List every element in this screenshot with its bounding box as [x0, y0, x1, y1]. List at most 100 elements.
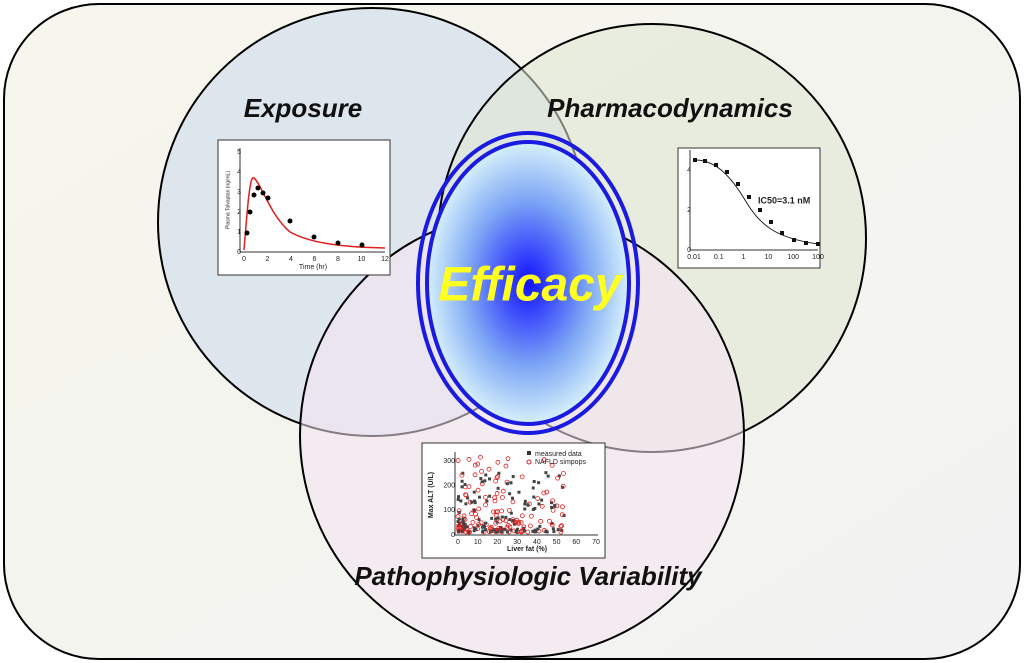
scatter-point: [552, 530, 556, 534]
scatter-point: [494, 491, 500, 496]
scatter-point: [460, 479, 464, 483]
scatter-point: [517, 490, 521, 494]
scatter-point: [461, 529, 465, 533]
y-tick-label: 4: [687, 167, 691, 174]
scatter-point: [462, 521, 466, 525]
scatter-point: [461, 517, 465, 521]
scatter-point: [496, 486, 500, 490]
y-tick-label: 3: [237, 189, 241, 196]
x-tick-label: 20: [494, 539, 502, 546]
pk-point: [311, 234, 317, 240]
y-tick-label: 2: [687, 207, 691, 214]
scatter-point: [479, 477, 483, 481]
scatter-point: [488, 530, 492, 534]
scatter-point: [525, 529, 531, 535]
exposure-label: Exposure: [244, 93, 363, 123]
scatter-point: [496, 530, 500, 534]
scatter-point: [558, 529, 564, 535]
scatter-point: [504, 525, 510, 530]
scatter-point: [532, 480, 536, 484]
pd-point: [804, 241, 808, 245]
efficacy-label: Efficacy: [438, 259, 624, 312]
y-tick-label: 0: [237, 249, 241, 256]
scatter-point: [513, 520, 519, 526]
scatter-point: [538, 524, 542, 528]
scatter-point: [473, 499, 477, 503]
scatter-point: [509, 528, 513, 532]
scatter-point: [463, 529, 469, 535]
scatter-point: [475, 487, 481, 493]
scatter-point: [550, 498, 556, 504]
pk-point: [260, 190, 266, 196]
scatter-point: [504, 515, 508, 519]
scatter-point: [515, 527, 519, 531]
scatter-point: [492, 498, 498, 504]
legend-entry: NAFLD simpops: [535, 459, 586, 466]
y-axis-title: Plasma Tolvaptan (ng/mL): [225, 171, 231, 229]
scatter-point: [457, 517, 461, 521]
scatter-point: [536, 527, 540, 531]
scatter-point: [476, 506, 482, 512]
scatter-point: [521, 524, 527, 530]
scatter-point: [540, 498, 544, 502]
scatter-point: [466, 484, 472, 490]
scatter-point: [514, 529, 518, 533]
legend-marker: [526, 459, 532, 465]
x-tick-label: 8: [336, 256, 340, 263]
scatter-point: [456, 520, 460, 524]
scatter-point: [456, 498, 460, 502]
x-axis-title: Liver fat (%): [507, 546, 547, 553]
efficacy-ellipse: [425, 140, 631, 426]
scatter-point: [559, 512, 565, 518]
x-tick-label: 60: [572, 539, 580, 546]
scatter-point: [459, 499, 463, 503]
x-tick-label: 6: [313, 256, 317, 263]
x-tick-label: 10: [358, 256, 366, 263]
scatter-point: [483, 521, 487, 525]
x-tick-label: 10: [765, 254, 773, 261]
scatter-point: [472, 462, 478, 468]
scatter-point: [477, 495, 481, 499]
scatter-point: [484, 473, 488, 477]
x-tick-label: 70: [592, 539, 600, 546]
pk-curve: [243, 177, 386, 251]
scatter-point: [471, 508, 477, 513]
annotation: IC50=3.1 nM: [758, 195, 810, 205]
scatter-point: [547, 518, 552, 524]
x-tick-label: 10: [474, 539, 482, 546]
x-tick-label: 0: [242, 256, 246, 263]
scatter-point: [463, 527, 467, 531]
scatter-point: [544, 530, 548, 534]
scatter-point: [541, 490, 547, 496]
scatter-point: [538, 518, 544, 524]
scatter-point: [519, 513, 525, 519]
scatter-point: [532, 495, 536, 499]
scatter-point: [478, 520, 484, 526]
scatter-point: [519, 474, 525, 480]
scatter-point: [560, 485, 564, 489]
y-tick-label: 300: [443, 458, 455, 465]
variability-label: Pathophysiologic Variability: [354, 561, 703, 591]
scatter-point: [486, 529, 492, 535]
scatter-point: [472, 529, 476, 533]
scatter-point: [474, 527, 478, 531]
scatter-point: [555, 475, 561, 481]
scatter-point: [549, 462, 555, 468]
scatter-point: [503, 527, 507, 531]
pk-point: [247, 209, 253, 215]
scatter-point: [467, 530, 471, 534]
scatter-point: [477, 518, 481, 522]
scatter-point: [544, 489, 550, 495]
scatter-point: [492, 495, 497, 501]
scatter-point: [456, 530, 460, 534]
variability-plot: [421, 442, 606, 559]
scatter-point: [558, 524, 564, 529]
scatter-point: [533, 507, 537, 511]
scatter-point: [550, 505, 554, 509]
scatter-point: [518, 529, 524, 535]
scatter-point: [509, 511, 513, 515]
scatter-point: [496, 516, 500, 520]
scatter-point: [480, 480, 484, 484]
scatter-point: [478, 454, 483, 460]
